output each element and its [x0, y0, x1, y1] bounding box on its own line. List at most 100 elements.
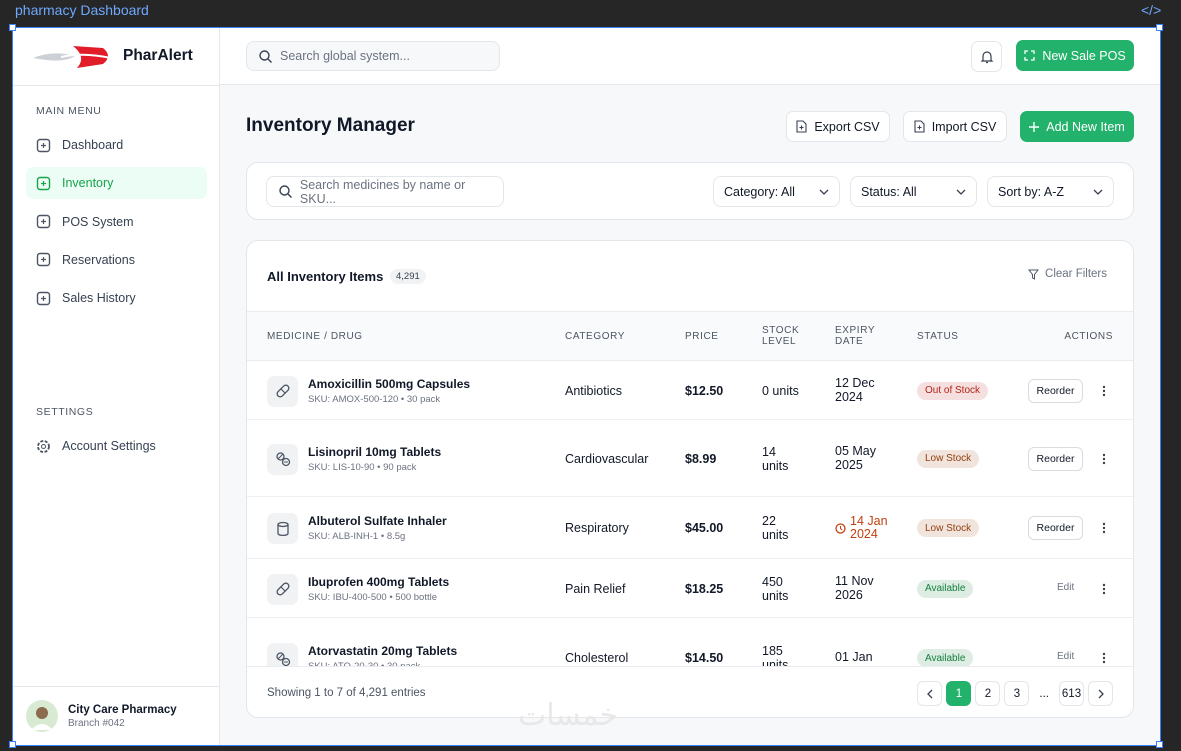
nav-item[interactable]: Account Settings	[26, 430, 207, 462]
table-title: All Inventory Items	[267, 269, 384, 284]
more-menu[interactable]	[1099, 581, 1109, 597]
item-category: Antibiotics	[565, 383, 622, 398]
menu-label: MAIN MENU	[36, 105, 102, 117]
item-stock: 185 units	[762, 644, 789, 667]
dropdown-label: Category: All	[724, 184, 795, 199]
row-action[interactable]: Edit	[1057, 581, 1075, 593]
clear-filters[interactable]: Clear Filters	[1028, 268, 1107, 280]
page-button[interactable]: 613	[1059, 681, 1084, 706]
status-badge: Low Stock	[917, 449, 980, 468]
code-icon[interactable]: </>	[1141, 2, 1162, 18]
item-expiry-cell: 11 Nov 2026	[835, 559, 905, 618]
more-menu[interactable]	[1099, 650, 1109, 666]
watermark: خمسات	[518, 698, 619, 733]
icon	[835, 522, 846, 534]
item-expiry-cell: 14 Jan 2024	[835, 497, 905, 559]
item-name: Ibuprofen 400mg Tablets	[308, 574, 450, 589]
item-price: $12.50	[685, 383, 724, 398]
item-expiry-cell: 01 Jan	[835, 618, 905, 667]
nav-label: Dashboard	[62, 138, 124, 152]
filter-dropdown[interactable]: Status: All	[850, 176, 977, 207]
row-action[interactable]: Reorder	[1028, 516, 1083, 540]
page-arrow[interactable]	[1088, 681, 1113, 706]
icon	[36, 176, 51, 191]
placeholder: Search medicines by name or SKU...	[299, 177, 466, 206]
column-header: STOCK LEVEL	[762, 325, 800, 347]
row-action[interactable]: Edit	[1057, 651, 1075, 662]
page-button[interactable]: 2	[975, 681, 1001, 706]
item-expiry-cell: 05 May 2025	[835, 420, 905, 497]
page-button[interactable]: 1	[946, 681, 972, 706]
handle[interactable]	[1156, 24, 1163, 31]
item-stock: 450 units	[762, 574, 789, 603]
table-row[interactable]: Ibuprofen 400mg Tablets SKU: IBU-400-500 …	[247, 559, 1133, 618]
count-badge: 4,291	[390, 269, 426, 284]
nav-item[interactable]: Sales History	[26, 282, 207, 314]
nav-item[interactable]: Reservations	[26, 244, 207, 276]
item-stock: 22 units	[762, 514, 789, 542]
nav-item[interactable]: Inventory	[26, 167, 207, 200]
table-row[interactable]: Atorvastatin 20mg Tablets SKU: ATO-20-30 …	[247, 618, 1133, 667]
item-category: Pain Relief	[565, 581, 626, 596]
icon	[36, 252, 51, 267]
item-expiry: 14 Jan 2024	[850, 513, 888, 541]
avatar[interactable]	[26, 700, 58, 732]
inventory-table: All Inventory Items 4,291 Clear Filters …	[246, 240, 1134, 718]
column-header: EXPIRY DATE	[835, 325, 875, 347]
handle[interactable]	[9, 741, 16, 748]
nav-item[interactable]: POS System	[26, 206, 207, 238]
filter-dropdown[interactable]: Category: All	[713, 176, 840, 207]
more-menu[interactable]	[1099, 383, 1109, 399]
item-icon	[267, 443, 298, 475]
more-menu[interactable]	[1099, 520, 1109, 536]
global-search[interactable]: Search global system...	[246, 41, 500, 71]
action-button[interactable]: Add New Item	[1020, 111, 1134, 142]
column-header: STATUS	[917, 331, 959, 342]
item-sku: SKU: AMOX-500-120 • 30 pack	[308, 393, 441, 405]
filter-dropdown[interactable]: Sort by: A-Z	[987, 176, 1114, 207]
table-row[interactable]: Lisinopril 10mg Tablets SKU: LIS-10-90 • …	[247, 420, 1133, 497]
item-sku: SKU: IBU-400-500 • 500 bottle	[308, 591, 438, 603]
nav-label: POS System	[62, 214, 134, 229]
nav-label: Sales History	[62, 291, 136, 306]
more-menu[interactable]	[1099, 451, 1109, 467]
action-button[interactable]: Export CSV	[786, 111, 890, 142]
user-name: City Care Pharmacy	[68, 704, 177, 716]
icon	[1029, 121, 1040, 132]
icon	[1093, 189, 1103, 195]
item-price: $45.00	[685, 521, 724, 535]
nav-item[interactable]: Dashboard	[26, 129, 207, 161]
icon	[796, 120, 807, 133]
handle[interactable]	[9, 24, 16, 31]
page-arrow[interactable]	[917, 681, 943, 706]
table-header	[247, 311, 1133, 361]
divider	[247, 666, 1133, 667]
user-branch: Branch #042	[68, 718, 125, 729]
column-header: PRICE	[685, 331, 719, 342]
link-label: Clear Filters	[1045, 268, 1107, 280]
item-icon	[267, 513, 298, 544]
item-name-block: Albuterol Sulfate Inhaler SKU: ALB-INH-1 …	[308, 497, 447, 559]
page-button[interactable]: 3	[1004, 681, 1030, 706]
item-price: $18.25	[685, 581, 724, 596]
icon	[914, 120, 925, 133]
status-badge: Out of Stock	[917, 381, 989, 400]
inventory-search[interactable]: Search medicines by name or SKU...	[266, 176, 504, 207]
item-category: Cardiovascular	[565, 451, 649, 466]
item-name-block: Atorvastatin 20mg Tablets SKU: ATO-20-30 …	[308, 618, 457, 667]
divider	[13, 85, 220, 86]
row-action[interactable]: Reorder	[1028, 378, 1083, 403]
table-row[interactable]: Amoxicillin 500mg Capsules SKU: AMOX-500-…	[247, 361, 1133, 420]
nav-label: Reservations	[62, 252, 135, 267]
handle[interactable]	[1156, 741, 1163, 748]
status-badge: Available	[917, 649, 974, 667]
item-icon	[267, 375, 298, 407]
new-sale-button[interactable]: New Sale POS	[1016, 40, 1134, 71]
notifications-button[interactable]	[971, 41, 1002, 72]
nav-label: Account Settings	[62, 439, 156, 453]
table-row[interactable]: Albuterol Sulfate Inhaler SKU: ALB-INH-1 …	[247, 497, 1133, 559]
action-button[interactable]: Import CSV	[903, 111, 1007, 142]
icon	[36, 439, 51, 454]
column-header: ACTIONS	[1064, 331, 1113, 342]
row-action[interactable]: Reorder	[1028, 446, 1083, 471]
